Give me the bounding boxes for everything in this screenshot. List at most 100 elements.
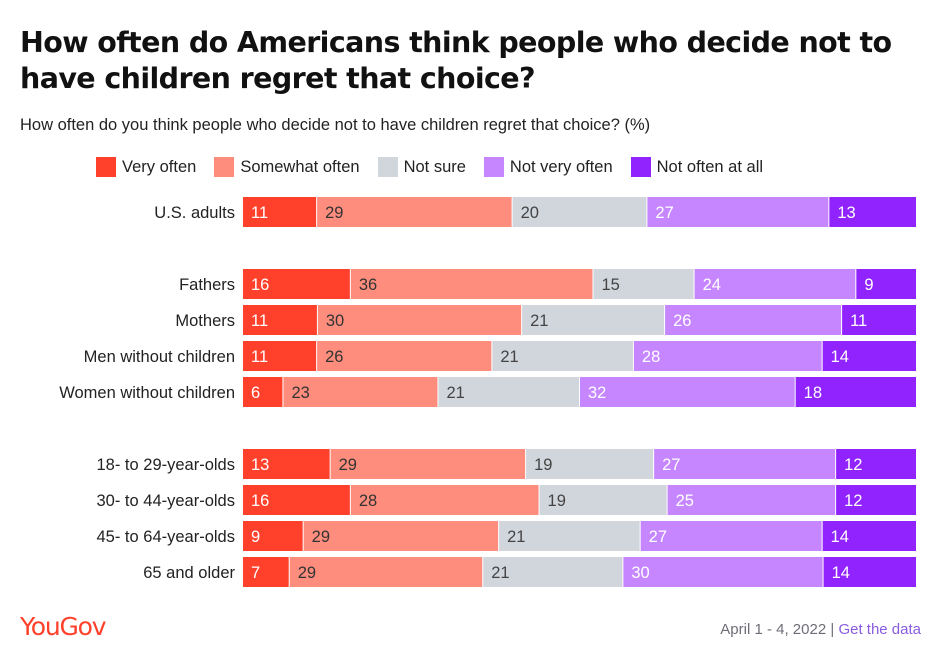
bar-segment: [317, 305, 522, 335]
legend-swatch: [214, 157, 235, 177]
legend-label: Somewhat often: [240, 157, 360, 176]
bar-segment: [694, 269, 856, 299]
data-label: 24: [703, 276, 721, 294]
legend-item-somewhat-often: Somewhat often: [214, 157, 360, 177]
bar-segment: [822, 521, 916, 551]
bar-segment: [665, 305, 842, 335]
data-label: 9: [864, 276, 873, 294]
legend-label: Not very often: [509, 157, 613, 176]
survey-date: April 1 - 4, 2022: [720, 621, 827, 638]
data-label: 29: [312, 528, 330, 546]
data-label: 27: [655, 204, 673, 222]
bar-row: Mothers 11 30 21 26 11: [175, 305, 916, 335]
bar-segment: [350, 269, 593, 299]
bar-row: 18- to 29-year-olds 13 29 19 27 12: [97, 449, 916, 479]
legend-swatch: [483, 157, 504, 177]
data-label: 25: [676, 492, 694, 510]
legend-label: Not sure: [403, 157, 466, 176]
data-label: 14: [831, 528, 849, 546]
bar-segment: [593, 269, 694, 299]
bar-segment: [623, 557, 823, 587]
bar-segment: [539, 485, 667, 515]
bar-segment: [856, 269, 916, 299]
bar-segment: [289, 557, 483, 587]
bar-segment: [317, 341, 492, 371]
footer-separator: |: [830, 621, 835, 638]
legend-item-not-very-often: Not very often: [483, 157, 613, 177]
data-label: 14: [832, 564, 850, 582]
yougov-logo: YouGov: [20, 612, 107, 641]
row-label: U.S. adults: [154, 204, 235, 222]
data-label: 30: [631, 564, 649, 582]
get-the-data-link[interactable]: Get the data: [838, 621, 921, 638]
bar-segment: [633, 341, 822, 371]
bar-segment: [795, 377, 916, 407]
row-label: Fathers: [179, 276, 235, 294]
data-label: 11: [251, 348, 268, 366]
data-label: 26: [673, 312, 691, 330]
bar-segment: [522, 305, 665, 335]
data-label: 11: [251, 204, 268, 222]
bar-segment: [829, 197, 916, 227]
bar-row: Men without children 11 26 21 28 14: [84, 341, 916, 371]
data-label: 18: [804, 384, 822, 402]
bar-row: Women without children 6 23 21 32 18: [59, 377, 916, 407]
bar-segment: [580, 377, 795, 407]
row-label: 30- to 44-year-olds: [97, 492, 236, 510]
legend-item-not-sure: Not sure: [377, 157, 466, 177]
bar-segment: [243, 341, 317, 371]
bar-segment: [526, 449, 654, 479]
data-label: 19: [534, 456, 552, 474]
bar-segment: [822, 341, 916, 371]
bar-segment: [836, 449, 916, 479]
row-label: Mothers: [175, 312, 235, 330]
data-label: 12: [844, 492, 862, 510]
bar-segment: [512, 197, 647, 227]
data-label: 12: [844, 456, 862, 474]
data-label: 28: [642, 348, 660, 366]
bar-segment: [438, 377, 579, 407]
bar-segment: [350, 485, 539, 515]
data-label: 21: [500, 348, 518, 366]
data-label: 23: [291, 384, 309, 402]
data-label: 20: [521, 204, 539, 222]
bar-segment: [836, 485, 916, 515]
data-label: 29: [298, 564, 316, 582]
bar-segment: [499, 521, 640, 551]
bar-segment: [243, 269, 350, 299]
data-label: 16: [251, 276, 269, 294]
chart-subtitle: How often do you think people who decide…: [20, 116, 651, 134]
bar-segment: [243, 485, 350, 515]
bar-row: U.S. adults 11 29 20 27 13: [154, 197, 916, 227]
data-label: 7: [251, 564, 260, 582]
data-label: 27: [649, 528, 667, 546]
bar-segment: [243, 557, 289, 587]
bar-segment: [492, 341, 633, 371]
data-label: 13: [837, 204, 855, 222]
legend-item-very-often: Very often: [96, 157, 196, 177]
data-label: 26: [325, 348, 343, 366]
data-label: 32: [588, 384, 606, 402]
row-label: Women without children: [59, 384, 235, 402]
bar-segment: [243, 521, 303, 551]
data-label: 11: [251, 312, 268, 330]
bar-row: 45- to 64-year-olds 9 29 21 27 14: [97, 521, 916, 551]
bar-segment: [243, 305, 317, 335]
data-label: 30: [326, 312, 344, 330]
legend-swatch: [96, 157, 116, 177]
data-label: 11: [850, 312, 867, 330]
legend-swatch: [630, 157, 651, 177]
bar-segment: [667, 485, 836, 515]
row-label: Men without children: [84, 348, 235, 366]
data-label: 9: [251, 528, 260, 546]
bar-row: 30- to 44-year-olds 16 28 19 25 12: [97, 485, 916, 515]
data-label: 27: [662, 456, 680, 474]
bar-segment: [330, 449, 526, 479]
bar-row: Fathers 16 36 15 24 9: [179, 269, 916, 299]
chart-title: How often do Americans think people who …: [20, 26, 892, 95]
bar-segment: [243, 197, 317, 227]
row-label: 65 and older: [143, 564, 235, 582]
legend: Very often Somewhat often Not sure Not v…: [96, 157, 781, 177]
data-label: 14: [831, 348, 849, 366]
